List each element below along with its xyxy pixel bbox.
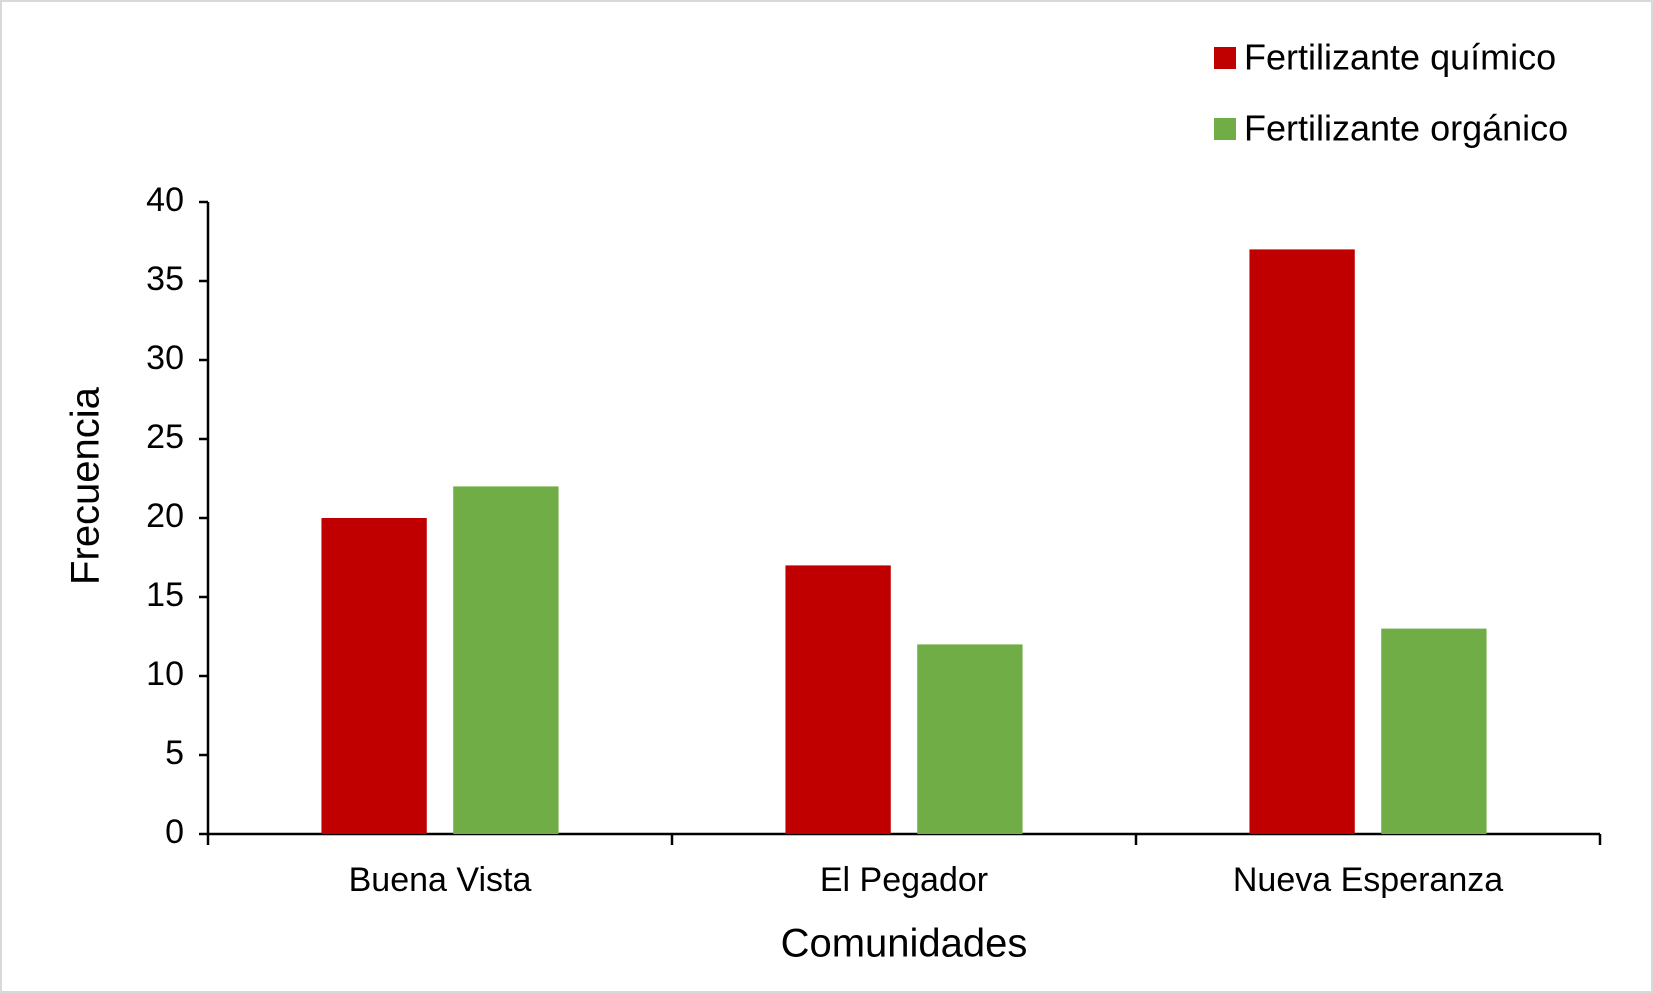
y-tick-label: 5 bbox=[165, 734, 184, 772]
bar bbox=[1381, 628, 1487, 834]
legend-swatch bbox=[1214, 47, 1236, 69]
bar bbox=[321, 518, 427, 834]
bar bbox=[785, 565, 891, 834]
y-tick-label: 15 bbox=[146, 576, 184, 614]
x-tick-label: Nueva Esperanza bbox=[1233, 861, 1503, 899]
legend-label: Fertilizante orgánico bbox=[1244, 108, 1568, 149]
bar bbox=[1249, 249, 1355, 834]
x-tick-label: El Pegador bbox=[820, 861, 988, 899]
y-tick-label: 10 bbox=[146, 655, 184, 693]
x-axis-title: Comunidades bbox=[781, 922, 1028, 966]
y-tick-label: 0 bbox=[165, 813, 184, 851]
y-tick-label: 20 bbox=[146, 497, 184, 535]
y-tick-label: 30 bbox=[146, 339, 184, 377]
legend-label: Fertilizante químico bbox=[1244, 37, 1556, 78]
y-tick-label: 40 bbox=[146, 181, 184, 219]
y-tick-label: 25 bbox=[146, 418, 184, 456]
bar bbox=[453, 486, 559, 834]
y-tick-label: 35 bbox=[146, 260, 184, 298]
y-axis-title: Frecuencia bbox=[64, 386, 108, 585]
legend-swatch bbox=[1214, 118, 1236, 140]
bar bbox=[917, 644, 1023, 834]
x-tick-label: Buena Vista bbox=[349, 861, 532, 899]
